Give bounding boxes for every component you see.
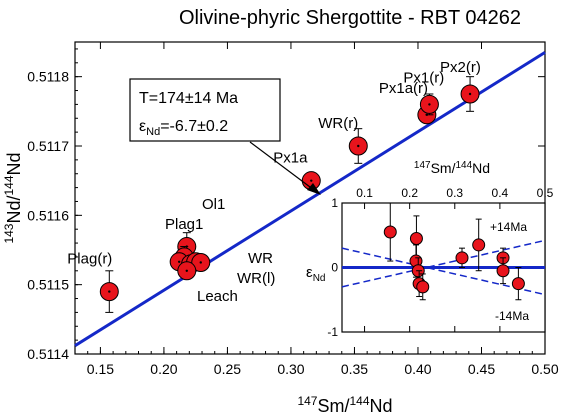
inset-data-point — [409, 231, 423, 245]
y-tick-label: 0.5115 — [27, 277, 69, 293]
inset-data-points — [383, 202, 525, 301]
data-point-center — [468, 92, 472, 96]
y-tick-label: 0.5117 — [27, 138, 69, 154]
group-label-leach: Leach — [197, 288, 238, 305]
inset-x-tick-label: 0.4 — [492, 186, 509, 200]
inset-y-symbol: ε — [306, 264, 313, 281]
x-axis-label-mid: Sm/ — [317, 396, 349, 416]
inset-data-point — [383, 225, 397, 239]
x-tick-label: 0.45 — [468, 361, 495, 377]
y-axis-label-post: Nd — [4, 152, 24, 175]
main-data-points — [99, 76, 480, 313]
main-point-labels: Plag(r) Px1a WR(r) Px1a(r)Px1(r)Px2(r) — [67, 59, 481, 268]
x-axis-label: 147Sm/144Nd — [297, 394, 392, 416]
inset-x-label-post: Nd — [472, 160, 490, 176]
inset-envelope-upper — [341, 239, 546, 288]
inset-x-tick-label: 0.3 — [446, 186, 463, 200]
inset-x-tick-label: 0.5 — [537, 186, 554, 200]
inset-data-point — [496, 264, 510, 278]
x-tick-label: 0.20 — [150, 361, 177, 377]
x-tick-label: 0.40 — [404, 361, 431, 377]
y-axis-label-sup2: 144 — [2, 175, 16, 195]
x-tick-label: 0.50 — [531, 361, 558, 377]
inset-data-point — [472, 238, 486, 252]
data-point-center — [199, 261, 202, 264]
chart-title: Olivine-phyric Shergottite - RBT 04262 — [179, 7, 521, 29]
main-axis-ticks — [74, 42, 546, 355]
inset-y-subscript: Nd — [313, 273, 326, 284]
main-plot-frame — [74, 41, 546, 355]
data-point-center — [357, 144, 360, 148]
group-label-wr-l: WR(l) — [237, 270, 275, 287]
point-label: Px1a — [273, 150, 308, 167]
epsilon-value: =-6.7±0.2 — [160, 118, 228, 135]
inset-data-point — [455, 251, 469, 265]
data-point-center — [177, 260, 181, 263]
data-point-center — [108, 290, 111, 293]
y-axis-label: 143Nd/144Nd — [2, 152, 24, 243]
group-label-plag1: Plag1 — [165, 216, 203, 233]
x-axis-label-post: Nd — [370, 396, 393, 416]
x-tick-label: 0.30 — [277, 361, 304, 377]
data-point-center — [310, 179, 313, 182]
point-label: Px1a(r) — [379, 80, 428, 97]
point-label: Px2(r) — [440, 59, 481, 76]
epsilon-annotation: εNd=-6.7±0.2 — [139, 118, 228, 138]
data-point-center — [185, 269, 188, 272]
x-tick-labels: 0.15 0.20 0.25 0.30 0.35 0.40 0.45 0.50 — [87, 361, 559, 377]
age-annotation-box — [129, 78, 281, 142]
inset-envelope-lower — [341, 247, 546, 296]
y-tick-labels: 0.5114 0.5115 0.5116 0.5117 0.5118 — [27, 69, 69, 362]
y-axis-label-mid: Nd/ — [4, 196, 24, 224]
inset-y-tick-label: 1 — [331, 196, 338, 210]
residual-inset: 147Sm/144Nd εNd 0.1 0.2 0.3 0.4 0.5 -101 +14… — [306, 160, 554, 339]
epsilon-symbol: ε — [139, 118, 146, 135]
inset-x-tick-labels: 0.1 0.2 0.3 0.4 0.5 — [356, 186, 553, 200]
x-axis-label-sup1: 147 — [297, 394, 317, 408]
inset-x-tick-label: 0.1 — [356, 186, 373, 200]
inset-y-tick-labels: -1 0 1 — [327, 196, 338, 339]
inset-data-point — [511, 277, 525, 291]
inset-x-label-sup2: 144 — [455, 160, 472, 171]
x-tick-label: 0.25 — [214, 361, 241, 377]
x-tick-label: 0.15 — [87, 361, 114, 377]
inset-x-tick-label: 0.2 — [401, 186, 418, 200]
point-label: WR(r) — [318, 115, 358, 132]
age-annotation-line1: T=174±14 Ma — [139, 90, 238, 107]
inset-data-point — [416, 280, 430, 294]
inset-lower-label: -14Ma — [495, 309, 529, 323]
point-label: Plag(r) — [67, 251, 112, 268]
group-label-ol1: Ol1 — [202, 196, 225, 213]
annotation-arrow-shaft — [249, 141, 315, 191]
y-tick-label: 0.5114 — [27, 346, 69, 362]
y-tick-label: 0.5116 — [27, 207, 69, 223]
inset-y-tick-label: -1 — [327, 325, 338, 339]
group-label-wr: WR — [248, 250, 273, 267]
inset-upper-label: +14Ma — [490, 220, 527, 234]
y-tick-label: 0.5118 — [27, 69, 69, 85]
inset-x-label: 147Sm/144Nd — [414, 160, 490, 176]
annotation-arrow-head — [307, 183, 321, 195]
inset-x-label-sup1: 147 — [414, 160, 431, 171]
inset-x-label-mid: Sm/ — [431, 160, 456, 176]
epsilon-subscript: Nd — [146, 126, 160, 138]
y-axis-label-sup1: 143 — [2, 223, 16, 243]
point-label: Px1(r) — [403, 69, 444, 86]
x-axis-label-sup2: 144 — [350, 394, 370, 408]
inset-y-label: εNd — [306, 264, 325, 284]
inset-y-tick-label: 0 — [331, 261, 338, 275]
x-tick-label: 0.35 — [341, 361, 368, 377]
data-point-center — [428, 103, 431, 106]
